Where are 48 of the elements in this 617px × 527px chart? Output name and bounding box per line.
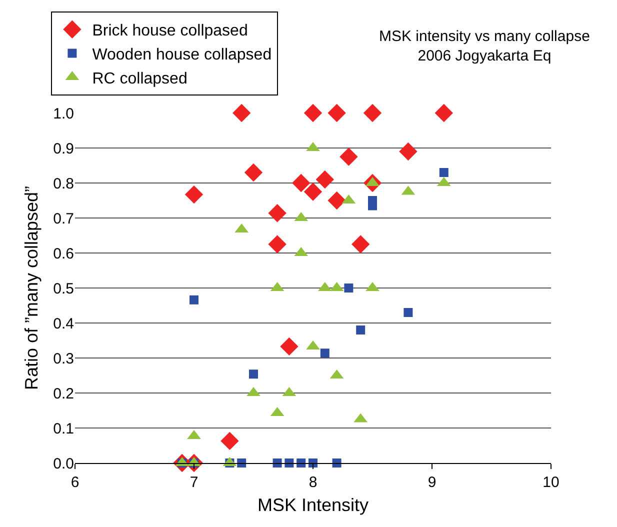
point	[344, 284, 354, 292]
y-tick-label: 0.6	[53, 245, 74, 262]
point	[304, 104, 322, 122]
point	[232, 104, 251, 122]
x-tick-label: 7	[190, 474, 198, 491]
y-tick-label: 0.4	[53, 315, 74, 332]
point	[220, 432, 239, 450]
legend-label: Wooden house collapsed	[92, 46, 272, 64]
point	[328, 191, 346, 210]
point	[328, 104, 346, 122]
x-tick-label: 6	[70, 474, 80, 491]
point	[434, 104, 453, 122]
point	[363, 104, 382, 122]
legend-label: RC collapsed	[92, 70, 188, 88]
point	[399, 142, 418, 161]
x-tick-label: 10	[542, 474, 560, 491]
y-tick-label: 0.3	[53, 350, 74, 368]
x-axis-title: MSK Intensity	[257, 495, 369, 516]
point	[404, 308, 413, 317]
point	[316, 170, 334, 189]
y-tick-label: 0.1	[53, 420, 74, 438]
point	[249, 370, 258, 379]
y-tick-label: 1.0	[53, 105, 74, 122]
point	[320, 348, 330, 358]
chart-title: MSK intensity vs many collapse	[379, 28, 590, 45]
y-tick-label: 0.8	[53, 175, 74, 192]
point	[268, 235, 286, 254]
y-tick-label: 0.5	[53, 280, 74, 298]
x-tick-label: 8	[308, 474, 318, 491]
point	[190, 295, 198, 304]
point	[280, 337, 298, 356]
point	[244, 163, 263, 182]
point	[292, 174, 310, 192]
y-tick-label: 0.7	[53, 210, 74, 228]
legend-label: Brick house collpased	[92, 22, 248, 40]
point	[184, 185, 204, 204]
point	[439, 168, 448, 177]
point	[304, 182, 322, 201]
point	[268, 204, 286, 222]
point	[356, 326, 366, 334]
y-tick-label: 0.0	[53, 455, 74, 472]
y-tick-label: 0.9	[53, 140, 74, 158]
point	[340, 148, 358, 166]
point	[352, 235, 370, 254]
y-tick-label: 0.2	[53, 385, 74, 402]
x-tick-label: 9	[428, 474, 436, 491]
chart-subtitle: 2006 Jogyakarta Eq	[418, 48, 552, 64]
y-axis-title: Ratio of ”many collapsed”	[21, 186, 42, 390]
